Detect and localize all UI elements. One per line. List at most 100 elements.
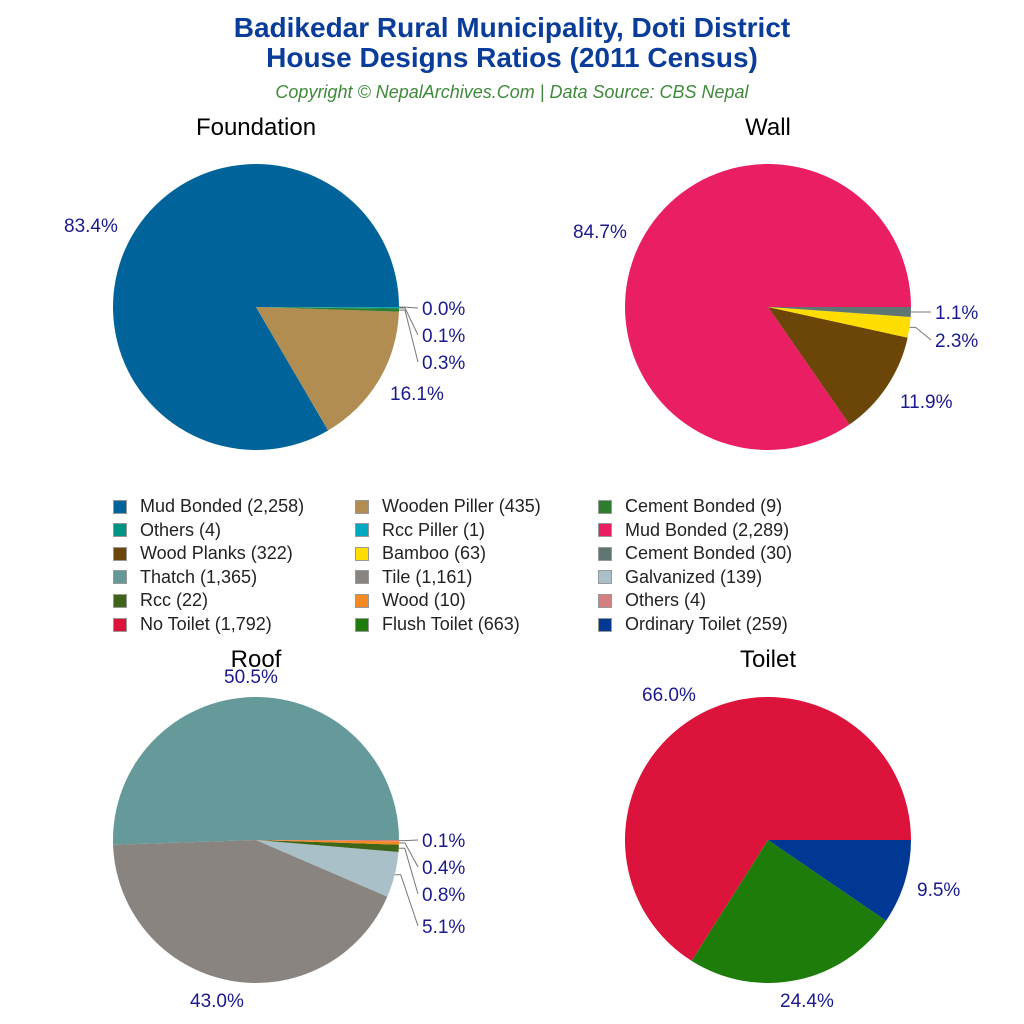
slice-percent-label: 84.7%: [573, 222, 627, 243]
slice-percent-label: 0.4%: [422, 858, 465, 879]
legend-swatch: [598, 499, 612, 514]
pie-slice-roof-others: [256, 840, 399, 842]
legend-item: Wooden Piller (435): [355, 496, 541, 517]
leader-line: [398, 309, 419, 363]
legend-label: Others (4): [625, 590, 707, 611]
legend-label: Bamboo (63): [382, 543, 487, 564]
chart-subtitle: Copyright © NepalArchives.Com | Data Sou…: [275, 82, 749, 102]
legend-item: Rcc (22): [113, 590, 208, 611]
pie-slice-roof-thatch: [112, 696, 399, 845]
legend-item: Galvanized (139): [598, 567, 762, 588]
pie-slice-roof-wood: [256, 840, 399, 845]
leader-line: [398, 306, 419, 309]
legend-label: Cement Bonded (30): [625, 543, 793, 564]
legend-label: Rcc (22): [140, 590, 209, 611]
legend-item: No Toilet (1,792): [113, 614, 272, 635]
legend-label: Mud Bonded (2,289): [625, 519, 790, 540]
legend-swatch: [598, 523, 612, 538]
legend-item: Mud Bonded (2,289): [598, 520, 789, 541]
legend-item: Thatch (1,365): [113, 567, 257, 588]
pie-slice-toilet-no-toilet: [625, 697, 911, 961]
legend-swatch: [355, 499, 369, 514]
slice-percent-label: 0.8%: [422, 885, 465, 906]
legend-swatch: [598, 570, 612, 585]
pie-slice-wall-cement-bonded: [768, 307, 911, 317]
legend-label: Wood Planks (322): [140, 543, 293, 564]
legend-item: Cement Bonded (9): [598, 496, 782, 517]
legend-label: Ordinary Toilet (259): [625, 614, 788, 634]
legend-item: Mud Bonded (2,258): [113, 496, 304, 517]
pie-slice-foundation-wooden-piller: [256, 307, 399, 431]
slice-percent-label: 1.1%: [935, 303, 978, 324]
legend-label: Cement Bonded (9): [625, 496, 783, 516]
legend-label: Thatch (1,365): [140, 566, 258, 587]
slice-percent-label: 0.0%: [422, 299, 465, 320]
legend-item: Others (4): [113, 520, 221, 541]
slice-percent-label: 0.1%: [422, 326, 465, 347]
legend-item: Ordinary Toilet (259): [598, 614, 788, 635]
slice-percent-label: 50.5%: [224, 667, 278, 688]
slice-percent-label: 9.5%: [917, 880, 960, 901]
legend-swatch: [598, 546, 612, 561]
leader-line: [909, 326, 932, 341]
pie-slice-wall-bamboo: [768, 307, 911, 338]
leader-line: [398, 847, 419, 895]
slice-percent-label: 2.3%: [935, 331, 978, 352]
leader-line: [398, 307, 419, 336]
legend-label: Wood (10): [382, 590, 466, 611]
legend-item: Tile (1,161): [355, 567, 472, 588]
pie-slice-roof-rcc: [256, 840, 399, 852]
legend-swatch: [598, 617, 612, 632]
legend-item: Flush Toilet (663): [355, 614, 520, 635]
leader-line: [398, 839, 419, 842]
legend-swatch: [598, 593, 612, 608]
slice-percent-label: 5.1%: [422, 917, 465, 938]
slice-percent-label: 43.0%: [190, 991, 244, 1012]
legend-label: Galvanized (139): [625, 566, 763, 587]
slice-percent-label: 24.4%: [780, 991, 834, 1012]
legend-label: Flush Toilet (663): [382, 614, 520, 634]
chart-title-line1: Badikedar Rural Municipality, Doti Distr…: [233, 12, 791, 43]
slice-percent-label: 83.4%: [64, 216, 118, 237]
leader-line: [398, 842, 419, 868]
pie-title-foundation: Foundation: [195, 114, 317, 141]
chart-title-line2: House Designs Ratios (2011 Census): [266, 42, 758, 73]
pie-title-wall: Wall: [745, 114, 791, 141]
legend-label: Wooden Piller (435): [382, 496, 541, 516]
legend-label: Tile (1,161): [382, 566, 473, 587]
legend-swatch: [355, 593, 369, 608]
legend-swatch: [113, 593, 127, 608]
legend-label: Others (4): [140, 519, 222, 540]
pie-title-toilet: Toilet: [739, 646, 797, 673]
legend-label: Mud Bonded (2,258): [140, 496, 305, 516]
pie-slice-foundation-others: [256, 307, 399, 309]
legend-item: Rcc Piller (1): [355, 520, 485, 541]
pie-title-roof: Roof: [230, 646, 282, 673]
slice-percent-label: 16.1%: [390, 384, 444, 405]
leader-line: [394, 874, 419, 927]
legend-label: Rcc Piller (1): [382, 519, 486, 540]
legend-item: Cement Bonded (30): [598, 543, 792, 564]
legend-swatch: [113, 546, 127, 561]
pie-slice-toilet-flush-toilet: [691, 840, 887, 983]
legend-swatch: [113, 570, 127, 585]
pie-slice-roof-tile: [113, 840, 388, 983]
legend-swatch: [355, 570, 369, 585]
legend-swatch: [355, 546, 369, 561]
legend-item: Others (4): [598, 590, 706, 611]
slice-percent-label: 0.1%: [422, 831, 465, 852]
legend-swatch: [113, 617, 127, 632]
pie-slice-roof-galvanized: [256, 840, 399, 897]
legend-swatch: [113, 523, 127, 538]
legend-swatch: [355, 523, 369, 538]
slice-percent-label: 11.9%: [900, 392, 953, 413]
slice-percent-label: 0.3%: [422, 353, 465, 374]
legend-item: Bamboo (63): [355, 543, 486, 564]
legend-swatch: [355, 617, 369, 632]
slice-percent-label: 66.0%: [642, 685, 696, 706]
pie-slice-toilet-ordinary-toilet: [768, 840, 911, 921]
legend-item: Wood (10): [355, 590, 466, 611]
pie-slice-wall-wood-planks: [768, 307, 908, 425]
